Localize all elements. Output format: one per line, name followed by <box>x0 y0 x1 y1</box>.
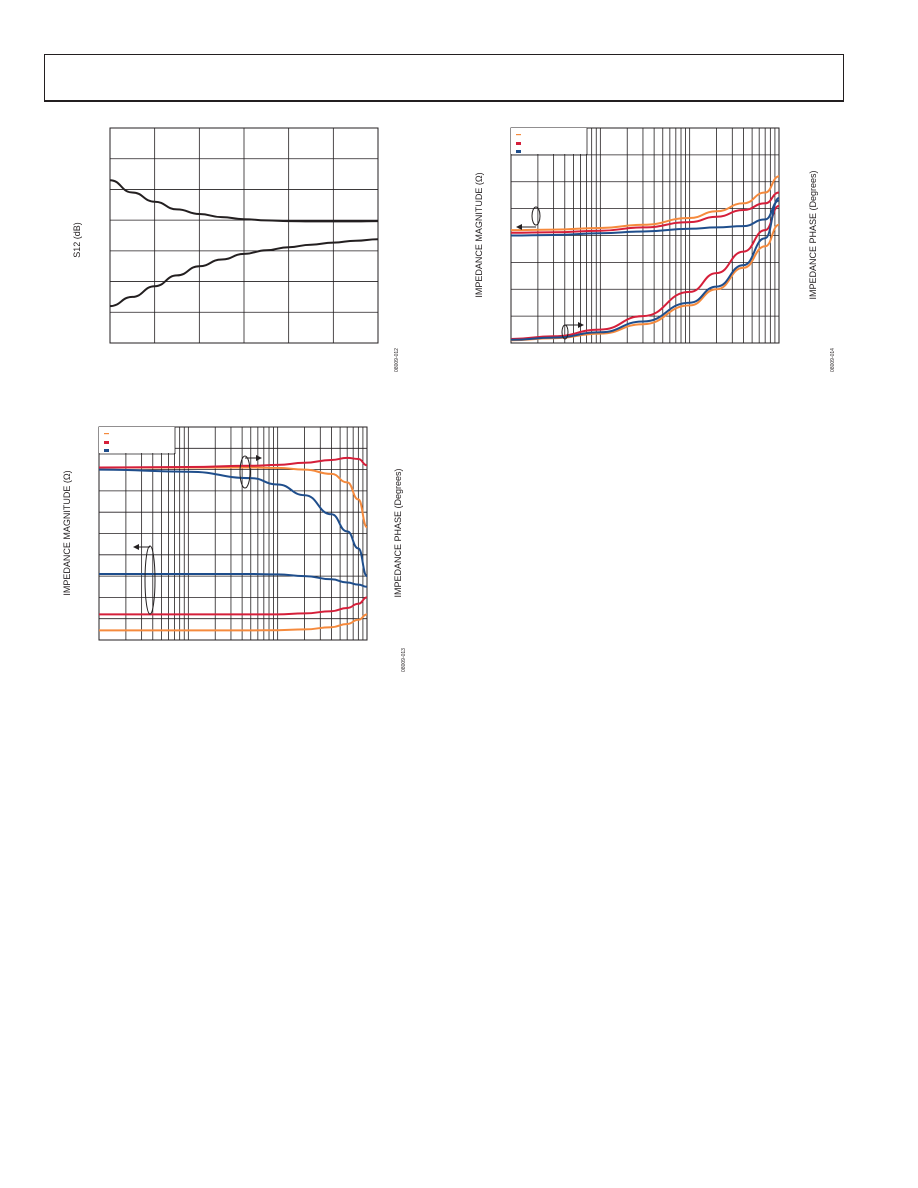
s12-ylabel: S12 (dB) <box>72 222 82 258</box>
impedance-left-legend <box>99 427 176 455</box>
series-line-1 <box>109 179 379 223</box>
series-line-1 <box>99 466 368 529</box>
series-line-5 <box>510 204 780 340</box>
series-line-2 <box>109 238 379 308</box>
series-line-2 <box>510 191 780 234</box>
impedance-left-magnitude-marker <box>133 544 156 615</box>
series-line-4 <box>510 223 780 342</box>
impedance-right-phase-marker <box>561 322 584 340</box>
legend-swatch-2 <box>104 441 109 444</box>
series-line-5 <box>99 596 368 616</box>
legend-swatch-3 <box>104 449 109 452</box>
s12-plot-frame <box>109 127 379 344</box>
impedance-right-legend <box>511 128 588 156</box>
s12-series-group <box>109 179 379 308</box>
impedance-left-plot-frame <box>98 426 368 641</box>
impedance-left-grid <box>98 427 367 640</box>
phase-group-ellipse <box>239 455 251 489</box>
legend-background <box>511 128 587 154</box>
phase-group-ellipse <box>561 324 569 340</box>
magnitude-group-ellipse <box>531 206 541 226</box>
legend-swatch-1 <box>516 134 521 136</box>
series-line-4 <box>99 572 368 588</box>
series-line-2 <box>98 456 368 469</box>
legend-swatch-2 <box>516 142 521 145</box>
impedance-right-ylabel-right: IMPEDANCE PHASE (Degrees) <box>808 170 818 299</box>
magnitude-arrow-head <box>516 224 522 230</box>
series-line-3 <box>98 468 368 578</box>
phase-arrow-head <box>578 322 584 328</box>
impedance-left-figure-id: 08009-013 <box>401 648 407 672</box>
page-header-box <box>44 54 844 102</box>
legend-swatch-3 <box>516 150 521 153</box>
legend-swatch-1 <box>104 433 109 435</box>
impedance-left-series-group <box>98 456 368 632</box>
legend-background <box>99 427 175 453</box>
impedance-left-ylabel-right: IMPEDANCE PHASE (Degrees) <box>393 468 403 597</box>
series-line-6 <box>99 613 368 632</box>
impedance-right-magnitude-marker <box>516 206 541 230</box>
s12-grid <box>110 128 378 343</box>
impedance-right-series-group <box>510 175 780 342</box>
impedance-right-figure-id: 08009-014 <box>830 348 836 372</box>
series-line-1 <box>510 175 780 232</box>
magnitude-arrow-head <box>133 544 139 550</box>
impedance-right-grid <box>510 128 779 343</box>
impedance-right-plot-frame <box>510 127 780 344</box>
s12-figure-id: 08009-012 <box>394 348 400 372</box>
impedance-left-ylabel-left: IMPEDANCE MAGNITUDE (Ω) <box>62 470 72 595</box>
phase-arrow-head <box>256 455 262 461</box>
impedance-left-phase-marker <box>239 455 262 489</box>
impedance-right-ylabel-left: IMPEDANCE MAGNITUDE (Ω) <box>474 172 484 297</box>
series-line-3 <box>510 199 780 237</box>
magnitude-group-ellipse <box>144 545 156 615</box>
series-line-6 <box>510 196 780 341</box>
